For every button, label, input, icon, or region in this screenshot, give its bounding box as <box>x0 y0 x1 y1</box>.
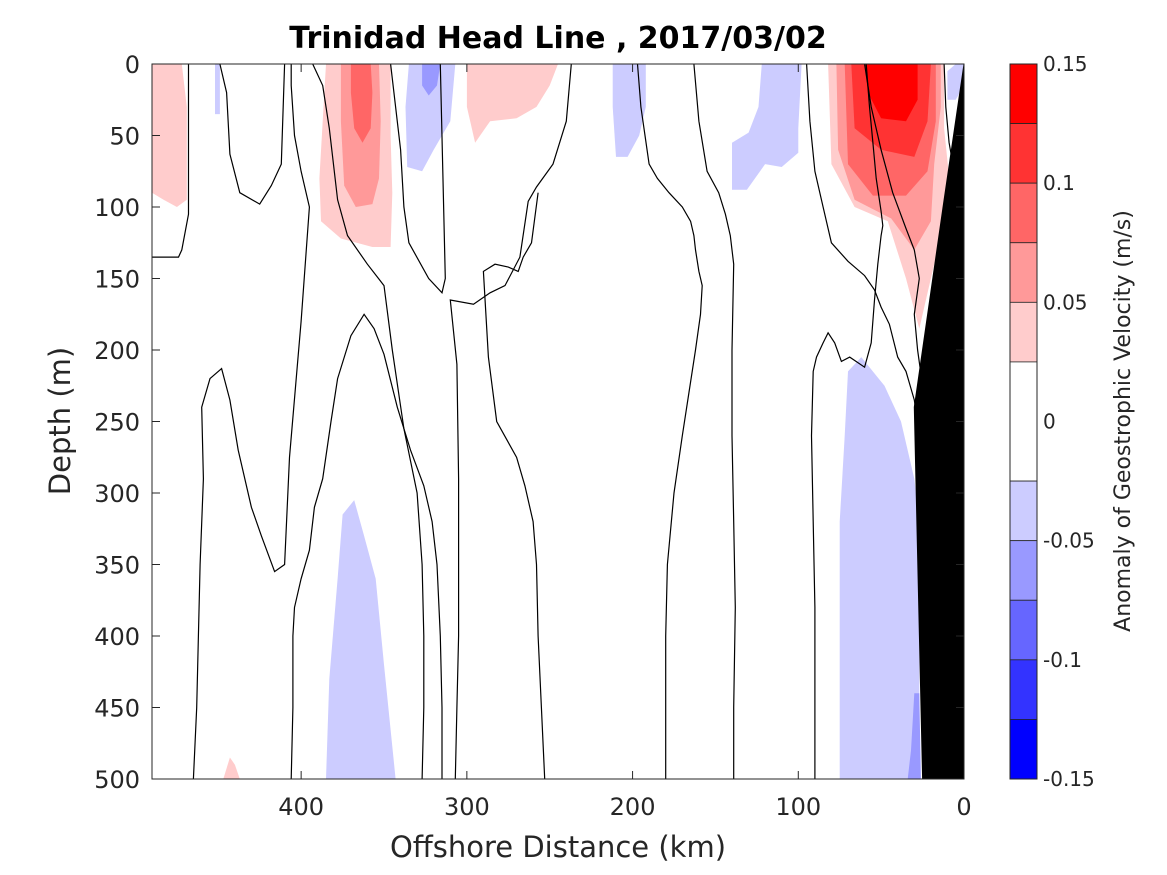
zero-contour-420km <box>219 64 286 205</box>
colorbar-swatch <box>1009 63 1038 124</box>
y-tick-label: 150 <box>94 266 140 294</box>
y-tick-label: 100 <box>94 194 140 222</box>
positive-anomaly-nearshore-core <box>864 64 918 122</box>
zero-contour-160km <box>693 64 736 779</box>
zero-contour-330km <box>312 64 425 779</box>
zero-contour-50km <box>806 64 919 422</box>
y-axis-label: Depth (m) <box>43 347 77 495</box>
colorbar-tick-label: -0.05 <box>1043 529 1095 553</box>
bathymetry-layer <box>913 64 964 779</box>
zero-contour-345km <box>390 64 446 295</box>
y-tick-label: 300 <box>94 480 140 508</box>
y-tick-label: 50 <box>109 123 140 151</box>
colorbar-swatch <box>1009 361 1038 482</box>
y-tick-label: 500 <box>94 766 140 794</box>
zero-contour-385km <box>290 313 443 779</box>
continental-slope <box>913 64 964 779</box>
colorbar-swatch <box>1009 599 1038 661</box>
colorbar-tick-label: 0 <box>1043 410 1056 434</box>
colorbar-tick-label: 0.15 <box>1043 52 1088 76</box>
colorbar-tick-label: 0.1 <box>1043 171 1075 195</box>
colorbar-swatch <box>1009 301 1038 363</box>
negative-anomaly-450km <box>215 64 220 115</box>
y-tick-label: 400 <box>94 623 140 651</box>
colorbar-label: Anomaly of Geostrophic Velocity (m/s) <box>1111 210 1136 632</box>
colorbar-swatch <box>1009 123 1038 184</box>
colorbar: 0.15 0.1 0.05 0 -0.05 -0.1 -0.15 <box>1009 52 1095 791</box>
zero-contour-295km <box>449 64 572 779</box>
y-tick-label: 250 <box>94 409 140 437</box>
axes: 400 300 200 100 0 0 50 100 150 200 250 300 350 400 450… <box>94 51 971 821</box>
x-tick-label: 100 <box>775 793 821 821</box>
y-tick-label: 450 <box>94 695 140 723</box>
y-tick-label: 350 <box>94 552 140 580</box>
colorbar-frame <box>1009 63 1038 780</box>
negative-anomaly-360km-deep <box>326 500 396 779</box>
colorbar-swatch <box>1009 480 1038 542</box>
x-tick-label: 400 <box>278 793 324 821</box>
positive-anomaly-offshore-480km <box>152 64 187 207</box>
zero-contour-445km <box>192 64 311 779</box>
colorbar-swatch <box>1009 719 1038 780</box>
y-tick-label: 0 <box>125 51 140 79</box>
negative-anomaly-325km-core <box>422 64 441 96</box>
x-axis-label: Offshore Distance (km) <box>390 830 726 864</box>
negative-anomaly-nearshore-deep-core <box>907 693 921 779</box>
chart-title: Trinidad Head Line , 2017/03/02 <box>289 21 826 56</box>
x-tick-label: 300 <box>444 793 490 821</box>
colorbar-swatch <box>1009 659 1038 720</box>
zero-contour-470km <box>152 64 190 258</box>
colorbar-swatch <box>1009 242 1038 303</box>
x-tick-label: 0 <box>956 793 971 821</box>
colorbar-swatch <box>1009 540 1038 601</box>
negative-anomaly-nearshore-deep <box>839 357 920 779</box>
negative-anomaly-335km <box>405 64 456 172</box>
positive-anomaly-440km-bottom <box>223 757 240 779</box>
colorbar-swatch <box>1009 182 1038 244</box>
plot-area <box>152 64 964 779</box>
zero-contour-130km <box>810 64 884 779</box>
zero-contour-215km <box>482 192 546 779</box>
colorbar-tick-label: 0.05 <box>1043 290 1088 314</box>
positive-anomaly-280km <box>466 64 558 143</box>
zero-contour-185km <box>636 64 703 779</box>
negative-anomaly-125km <box>732 64 802 190</box>
positive-anomaly-370km-core <box>350 64 373 143</box>
y-tick-label: 200 <box>94 337 140 365</box>
colorbar-tick-label: -0.15 <box>1043 767 1095 791</box>
x-tick-label: 200 <box>610 793 656 821</box>
colorbar-tick-label: -0.1 <box>1043 648 1082 672</box>
negative-anomaly-205km <box>612 64 646 157</box>
anomaly-regions <box>152 64 964 779</box>
